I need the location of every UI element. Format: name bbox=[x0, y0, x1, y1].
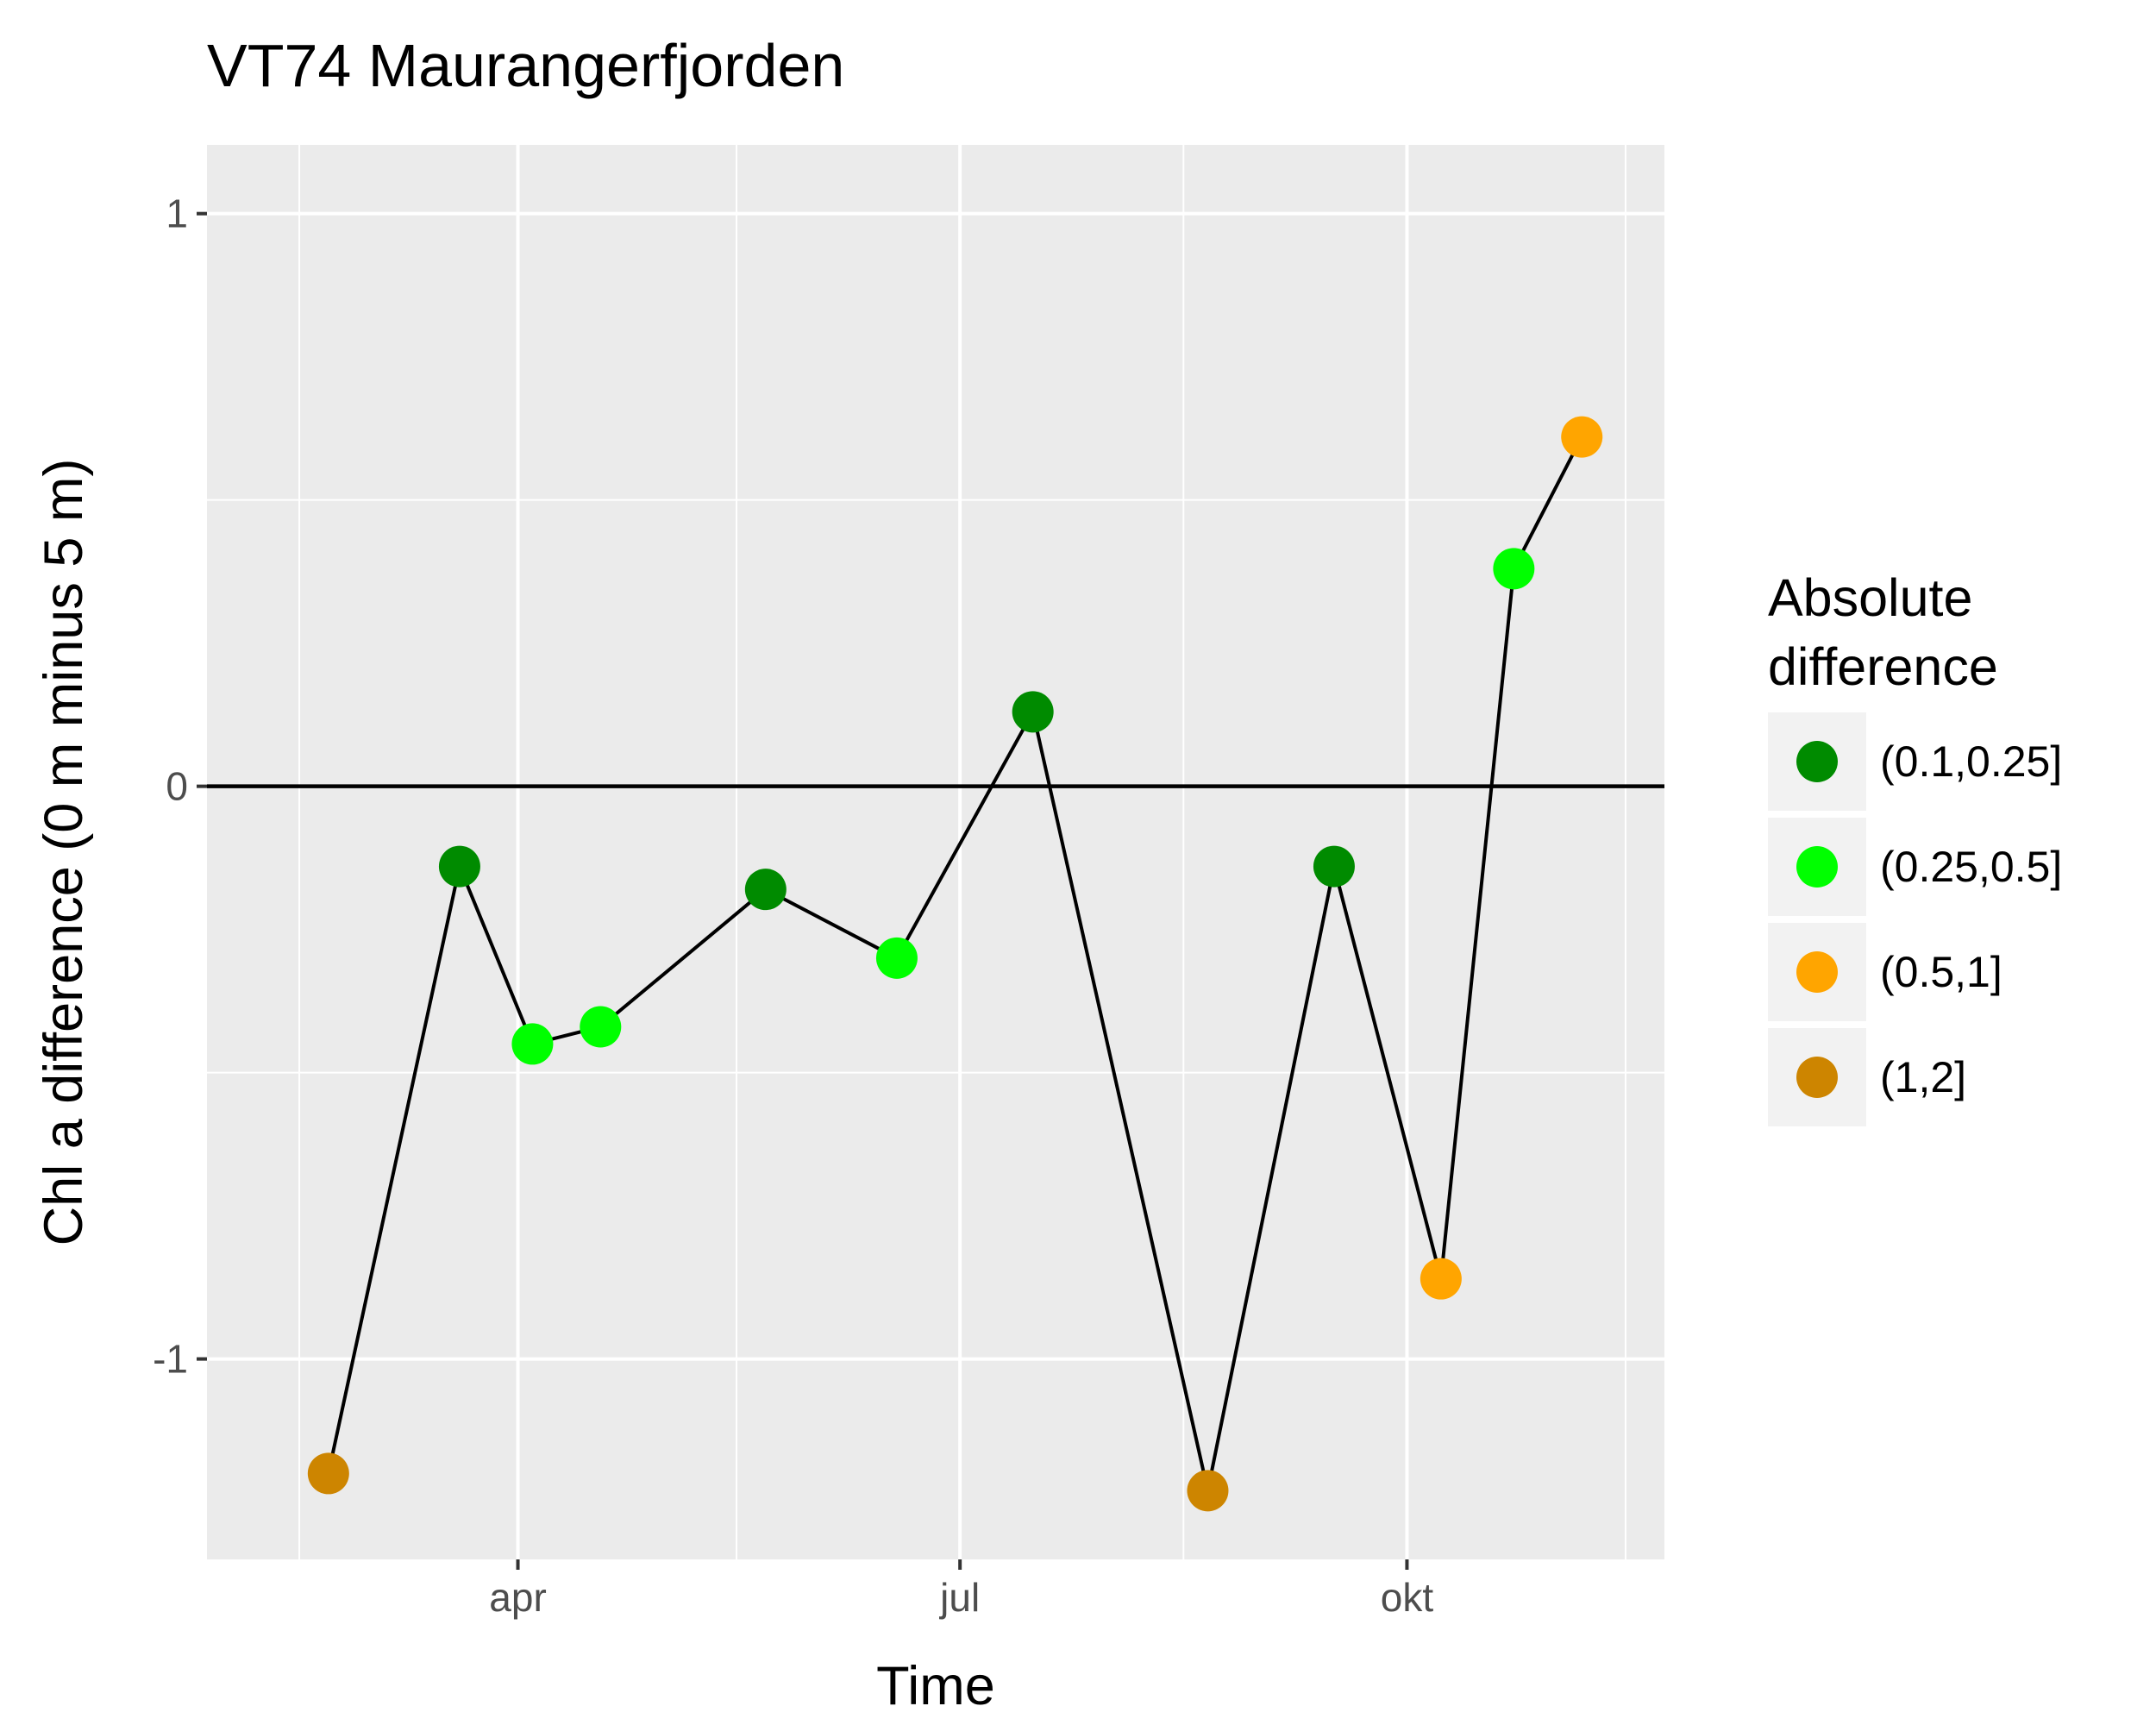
data-point-0 bbox=[307, 1452, 349, 1495]
legend-label-1: (0.25,0.5] bbox=[1880, 843, 2062, 891]
data-point-10 bbox=[1493, 548, 1535, 590]
legend-title-line-2: difference bbox=[1768, 637, 1998, 696]
legend-key-swatch-0 bbox=[1796, 741, 1838, 782]
series-line bbox=[326, 436, 1583, 1493]
legend-title-line-1: Absolute bbox=[1768, 568, 1972, 627]
data-point-3 bbox=[580, 1006, 622, 1048]
data-point-1 bbox=[438, 845, 480, 888]
y-axis: -1 0 1 bbox=[153, 191, 207, 1382]
grid-minor bbox=[207, 145, 1664, 1559]
legend-key-swatch-1 bbox=[1796, 846, 1838, 888]
x-axis: apr jul okt bbox=[489, 1559, 1433, 1620]
data-point-4 bbox=[744, 869, 787, 911]
y-tick-label-2: 1 bbox=[166, 191, 188, 236]
y-axis-title: Chl a difference (0 m minus 5 m) bbox=[34, 459, 94, 1246]
y-tick-label-0: -1 bbox=[153, 1337, 188, 1382]
data-point-7 bbox=[1187, 1470, 1229, 1512]
x-tick-label-0: apr bbox=[489, 1575, 546, 1620]
chart-title: VT74 Maurangerfjorden bbox=[207, 32, 844, 99]
plot-panel bbox=[207, 145, 1664, 1559]
data-point-5 bbox=[875, 937, 918, 979]
legend: Absolute difference (0.1,0.25] (0.25,0.5]… bbox=[1768, 568, 2062, 1126]
legend-key-swatch-2 bbox=[1796, 951, 1838, 993]
grid-major bbox=[207, 145, 1664, 1559]
data-point-11 bbox=[1561, 416, 1603, 458]
x-tick-label-1: jul bbox=[938, 1575, 980, 1620]
series-points-group bbox=[307, 416, 1603, 1512]
data-point-2 bbox=[511, 1023, 554, 1065]
data-point-9 bbox=[1420, 1258, 1462, 1300]
data-point-6 bbox=[1012, 691, 1054, 733]
data-point-8 bbox=[1313, 845, 1355, 888]
x-axis-title: Time bbox=[876, 1656, 995, 1716]
x-tick-label-2: okt bbox=[1381, 1575, 1434, 1620]
y-tick-label-1: 0 bbox=[166, 764, 188, 809]
legend-label-0: (0.1,0.25] bbox=[1880, 737, 2062, 786]
legend-label-3: (1,2] bbox=[1880, 1053, 1966, 1101]
series-line-group bbox=[326, 436, 1583, 1493]
legend-key-swatch-3 bbox=[1796, 1057, 1838, 1098]
legend-label-2: (0.5,1] bbox=[1880, 948, 2002, 996]
legend-keys: (0.1,0.25] (0.25,0.5] (0.5,1] (1,2] bbox=[1768, 712, 2062, 1126]
